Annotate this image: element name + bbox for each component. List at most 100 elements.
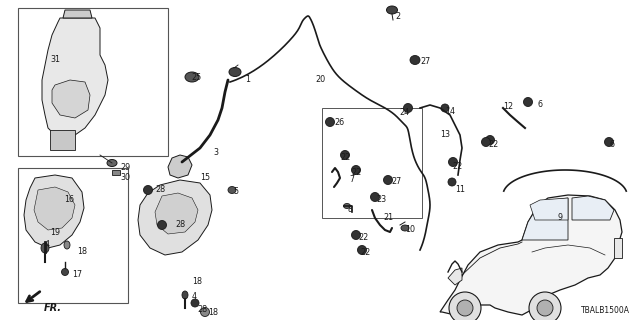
Polygon shape — [52, 80, 90, 118]
Polygon shape — [530, 198, 568, 220]
Ellipse shape — [344, 204, 351, 209]
Text: 22: 22 — [452, 162, 462, 171]
Text: 21: 21 — [383, 213, 393, 222]
Circle shape — [529, 292, 561, 320]
Text: 10: 10 — [405, 225, 415, 234]
Text: 22: 22 — [360, 248, 371, 257]
Polygon shape — [34, 187, 75, 230]
Text: 13: 13 — [440, 130, 450, 139]
Text: 19: 19 — [50, 228, 60, 237]
Ellipse shape — [182, 291, 188, 299]
Ellipse shape — [410, 55, 420, 65]
Text: 15: 15 — [200, 173, 210, 182]
Polygon shape — [155, 193, 198, 234]
Circle shape — [449, 292, 481, 320]
Bar — [112, 170, 120, 175]
Bar — [50, 130, 75, 150]
Text: 18: 18 — [208, 308, 218, 317]
Ellipse shape — [41, 234, 49, 242]
Polygon shape — [24, 175, 84, 248]
Ellipse shape — [481, 138, 490, 147]
Text: 4: 4 — [192, 292, 197, 301]
Polygon shape — [138, 180, 212, 255]
Ellipse shape — [326, 117, 335, 126]
Ellipse shape — [340, 150, 349, 159]
Text: 6: 6 — [537, 100, 542, 109]
Text: 9: 9 — [557, 213, 562, 222]
Ellipse shape — [448, 178, 456, 186]
Bar — [18, 168, 128, 303]
Text: 18: 18 — [192, 277, 202, 286]
Text: 30: 30 — [120, 173, 130, 182]
Ellipse shape — [449, 157, 458, 166]
Text: 22: 22 — [488, 140, 499, 149]
Text: 31: 31 — [50, 55, 60, 64]
Text: 25: 25 — [191, 73, 201, 82]
Circle shape — [457, 300, 473, 316]
Text: 27: 27 — [391, 177, 401, 186]
Text: 22: 22 — [351, 168, 361, 177]
Polygon shape — [42, 18, 108, 138]
Text: 22: 22 — [358, 233, 368, 242]
Ellipse shape — [229, 68, 241, 76]
Text: 23: 23 — [376, 195, 386, 204]
Ellipse shape — [157, 220, 166, 229]
Polygon shape — [168, 155, 192, 178]
Text: 2: 2 — [395, 12, 400, 21]
Text: 22: 22 — [340, 153, 350, 162]
Text: 8: 8 — [347, 205, 352, 214]
Ellipse shape — [401, 225, 409, 231]
Ellipse shape — [228, 187, 236, 194]
Text: 26: 26 — [334, 118, 344, 127]
Ellipse shape — [441, 104, 449, 112]
Text: 5: 5 — [233, 187, 238, 196]
Circle shape — [537, 300, 553, 316]
Ellipse shape — [387, 6, 397, 14]
Text: 7: 7 — [349, 175, 354, 184]
Ellipse shape — [371, 193, 380, 202]
Text: 4: 4 — [45, 240, 50, 249]
Bar — [18, 8, 168, 156]
Polygon shape — [448, 268, 462, 285]
Polygon shape — [63, 10, 92, 18]
Text: 28: 28 — [155, 185, 165, 194]
Ellipse shape — [107, 159, 117, 166]
Text: 6: 6 — [609, 140, 614, 149]
Text: 28: 28 — [197, 305, 207, 314]
Ellipse shape — [200, 308, 209, 316]
Text: TBALB1500A: TBALB1500A — [581, 306, 630, 315]
Ellipse shape — [358, 245, 367, 254]
Ellipse shape — [191, 299, 199, 307]
Text: 17: 17 — [72, 270, 82, 279]
Text: 20: 20 — [315, 75, 325, 84]
Ellipse shape — [143, 186, 152, 195]
Text: 11: 11 — [455, 185, 465, 194]
Ellipse shape — [61, 268, 68, 276]
Text: 27: 27 — [420, 57, 430, 66]
Text: 14: 14 — [445, 107, 455, 116]
Polygon shape — [440, 195, 622, 315]
Ellipse shape — [64, 241, 70, 249]
Ellipse shape — [351, 230, 360, 239]
Bar — [322, 108, 422, 218]
Polygon shape — [572, 196, 614, 220]
Text: 3: 3 — [213, 148, 218, 157]
Ellipse shape — [41, 243, 49, 253]
Text: 12: 12 — [503, 102, 513, 111]
Ellipse shape — [185, 72, 199, 82]
Ellipse shape — [383, 175, 392, 185]
Text: FR.: FR. — [44, 303, 62, 313]
Ellipse shape — [403, 103, 413, 113]
Text: 29: 29 — [120, 163, 131, 172]
Text: 28: 28 — [175, 220, 185, 229]
Bar — [614, 238, 622, 258]
Text: 1: 1 — [245, 75, 250, 84]
Ellipse shape — [605, 138, 614, 147]
Ellipse shape — [351, 165, 360, 174]
Text: 16: 16 — [64, 195, 74, 204]
Text: 18: 18 — [77, 247, 87, 256]
Ellipse shape — [524, 98, 532, 107]
Ellipse shape — [486, 135, 495, 145]
Polygon shape — [522, 198, 568, 240]
Text: 24: 24 — [399, 108, 409, 117]
